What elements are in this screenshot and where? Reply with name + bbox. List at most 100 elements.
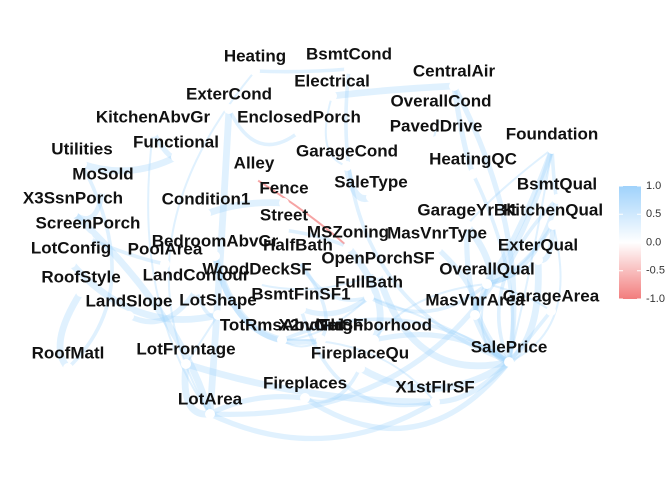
edge-Utilities-RoofMatl bbox=[66, 162, 114, 370]
node-dot-BedroomAbvGr bbox=[210, 251, 220, 261]
edge-Heating-BsmtCond bbox=[253, 67, 351, 74]
node-dot-LotFrontage bbox=[181, 359, 191, 369]
edge-EnclosedPorch-ExterCond bbox=[227, 107, 301, 147]
legend-tick-label: 0.0 bbox=[646, 236, 661, 248]
edge-Foundation-LotArea bbox=[207, 146, 555, 417]
legend-tick-label: -0.5 bbox=[646, 265, 665, 277]
node-label-GarageArea: GarageArea bbox=[503, 286, 600, 305]
node-dot-Alley bbox=[249, 173, 259, 183]
edge-MSZoning-Alley bbox=[253, 177, 349, 248]
node-label-CentralAir: CentralAir bbox=[413, 61, 496, 80]
node-label-MasVnrArea: MasVnrArea bbox=[425, 290, 525, 309]
edge-BsmtFinSF1-FullBath bbox=[298, 294, 372, 317]
edge-SalePrice-FireplaceQu bbox=[356, 358, 513, 392]
node-label-Heating: Heating bbox=[224, 46, 286, 65]
node-dot-WoodDeckSF bbox=[252, 279, 262, 289]
node-label-FullBath: FullBath bbox=[335, 272, 403, 291]
edge-MasVnrType-MasVnrArea bbox=[434, 245, 479, 318]
edge-LandSlope-LandContour bbox=[126, 287, 199, 325]
node-dot-GarageCond bbox=[342, 161, 352, 171]
node-dot-RoofStyle bbox=[76, 287, 86, 297]
node-label-LotShape: LotShape bbox=[179, 290, 256, 309]
node-markers bbox=[63, 64, 562, 419]
node-label-KitchenAbvGr: KitchenAbvGr bbox=[96, 107, 211, 126]
edge-KitchenAbvGr-LotArea bbox=[147, 131, 211, 415]
node-dot-MoSold bbox=[98, 184, 108, 194]
node-label-OverallCond: OverallCond bbox=[390, 91, 491, 110]
edge-GarageYrBlt-Foundation bbox=[466, 148, 553, 226]
node-label-PoolArea: PoolArea bbox=[128, 239, 203, 258]
node-label-WoodDeckSF: WoodDeckSF bbox=[202, 259, 311, 278]
node-dot-HalfBath bbox=[293, 255, 303, 265]
edge-X1stFlrSF-LotArea bbox=[207, 399, 438, 442]
node-label-OpenPorchSF: OpenPorchSF bbox=[321, 248, 434, 267]
node-dot-LandContour bbox=[191, 285, 201, 295]
node-label-HalfBath: HalfBath bbox=[263, 235, 333, 254]
node-label-BedroomAbvGr: BedroomAbvGr bbox=[152, 231, 279, 250]
node-label-MoSold: MoSold bbox=[72, 164, 133, 183]
node-label-Foundation: Foundation bbox=[506, 124, 599, 143]
edge-OverallQual-Foundation bbox=[484, 146, 555, 287]
node-dot-MasVnrArea bbox=[470, 310, 480, 320]
node-dot-X1stFlrSF bbox=[430, 397, 440, 407]
edge-SalePrice-OpenPorchSF bbox=[374, 269, 513, 370]
edge-MSZoning-Street bbox=[282, 228, 350, 249]
node-label-X2ndFlrSF: X2ndFlrSF bbox=[278, 315, 363, 334]
node-label-ScreenPorch: ScreenPorch bbox=[36, 213, 141, 232]
edge-TotRmsAbvGrd-BedroomAbvGr bbox=[211, 252, 286, 344]
node-label-Functional: Functional bbox=[133, 132, 219, 151]
node-dot-LotArea bbox=[205, 409, 215, 419]
edge-TotRmsAbvGrd-FullBath bbox=[281, 296, 370, 341]
edge-SalePrice-ExterQual bbox=[505, 256, 542, 366]
legend-colorbar bbox=[619, 186, 641, 299]
edge-X1stFlrSF-BsmtFinSF1 bbox=[299, 307, 437, 408]
node-label-Alley: Alley bbox=[234, 153, 275, 172]
node-label-BsmtFinSF1: BsmtFinSF1 bbox=[251, 284, 350, 303]
node-dot-X2ndFlrSF bbox=[316, 335, 326, 345]
edge-OverallQual-FullBath bbox=[367, 282, 489, 314]
node-label-KitchenQual: KitchenQual bbox=[503, 200, 603, 219]
node-label-MasVnrType: MasVnrType bbox=[387, 223, 487, 242]
edge-LotConfig-LotShape bbox=[67, 259, 222, 323]
node-dot-Fireplaces bbox=[300, 393, 310, 403]
node-label-LandContour: LandContour bbox=[143, 265, 250, 284]
node-label-Condition1: Condition1 bbox=[162, 189, 251, 208]
node-dot-ScreenPorch bbox=[83, 233, 93, 243]
node-label-OverallQual: OverallQual bbox=[439, 259, 534, 278]
node-dot-GarageYrBlt bbox=[462, 220, 472, 230]
correlation-edges bbox=[56, 67, 562, 442]
node-dot-ExterCond bbox=[224, 104, 234, 114]
legend-tick-label: 0.5 bbox=[646, 208, 661, 220]
edge-Utilities-Functional bbox=[78, 153, 180, 175]
node-dot-BsmtFinSF1 bbox=[296, 304, 306, 314]
node-label-RoofStyle: RoofStyle bbox=[41, 267, 120, 286]
edge-OverallQual-KitchenQual bbox=[485, 223, 555, 286]
node-label-GarageCond: GarageCond bbox=[296, 141, 398, 160]
node-dot-OverallQual bbox=[482, 279, 492, 289]
node-dot-TotRmsAbvGrd bbox=[277, 335, 287, 345]
color-legend: 1.0 0.5 0.0 -0.5 -1.0 bbox=[619, 180, 665, 305]
node-dot-PoolArea bbox=[160, 259, 170, 269]
node-dot-Condition1 bbox=[201, 209, 211, 219]
node-label-Utilities: Utilities bbox=[51, 139, 112, 158]
edge-SalePrice-TotRmsAbvGrd bbox=[280, 317, 511, 364]
node-label-SaleType: SaleType bbox=[334, 172, 407, 191]
node-dot-HeatingQC bbox=[468, 169, 478, 179]
edge-OverallQual-GarageArea bbox=[486, 283, 552, 312]
edge-Fireplaces-LotArea bbox=[207, 394, 308, 417]
node-label-ExterCond: ExterCond bbox=[186, 84, 272, 103]
node-dot-BsmtCond bbox=[344, 64, 354, 74]
edge-BsmtCond-SalePrice bbox=[344, 67, 511, 364]
node-label-Fireplaces: Fireplaces bbox=[263, 373, 347, 392]
edge-X2ndFlrSF-HalfBath bbox=[296, 258, 328, 342]
node-dot-GarageArea bbox=[546, 306, 556, 316]
node-dot-Functional bbox=[171, 152, 181, 162]
node-label-Neighborhood: Neighborhood bbox=[316, 315, 432, 334]
legend-tick-label: -1.0 bbox=[646, 293, 665, 305]
edge-SalePrice-X1stFlrSF bbox=[432, 359, 512, 405]
edge-SalePrice-BsmtQual bbox=[496, 197, 559, 364]
legend-ticks: 1.0 0.5 0.0 -0.5 -1.0 bbox=[619, 180, 665, 305]
legend-tick-label: 1.0 bbox=[646, 180, 661, 192]
node-label-RoofMatl: RoofMatl bbox=[32, 343, 105, 362]
edge-X2ndFlrSF-BedroomAbvGr bbox=[212, 253, 324, 345]
